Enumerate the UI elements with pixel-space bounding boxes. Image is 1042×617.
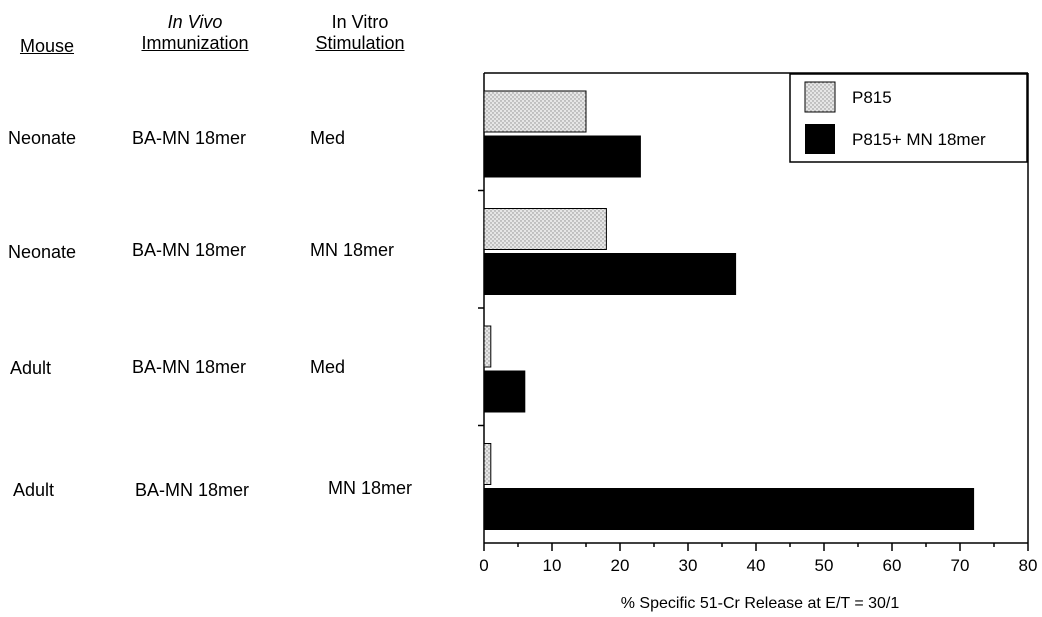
row-stimulation: Med — [310, 128, 346, 148]
x-tick-label: 80 — [1019, 556, 1038, 575]
legend-label-p815-mn: P815+ MN 18mer — [852, 130, 986, 149]
header-mouse-label: Mouse — [19, 36, 75, 56]
legend-swatch-p815 — [804, 81, 836, 113]
row-mouse: Neonate — [8, 242, 77, 262]
bar-p815-mn-18mer — [483, 253, 737, 295]
x-axis-label: % Specific 51-Cr Release at E/T = 30/1 — [621, 595, 900, 612]
bar-p815 — [483, 325, 492, 368]
legend-label-p815: P815 — [852, 88, 892, 107]
row-mouse: Neonate — [8, 128, 77, 148]
row-immunization: BA-MN 18mer — [132, 357, 247, 377]
x-tick-label: 30 — [679, 556, 698, 575]
header-mouse: Mouse — [8, 36, 86, 57]
header-in-vivo-line2: Immunization — [141, 33, 249, 53]
row-immunization: BA-MN 18mer — [132, 240, 247, 260]
row-mouse: Adult — [10, 358, 52, 378]
bar-p815-mn-18mer — [483, 488, 975, 530]
bar-p815-mn-18mer — [483, 370, 526, 413]
header-in-vivo-line1: In Vivo — [167, 12, 223, 32]
header-in-vitro-line2: Stimulation — [315, 33, 405, 53]
x-tick-label: 70 — [951, 556, 970, 575]
bar-p815 — [483, 443, 492, 485]
x-tick-label: 60 — [883, 556, 902, 575]
x-tick-label: 40 — [747, 556, 766, 575]
legend: P815 P815+ MN 18mer — [789, 73, 1028, 163]
row-mouse: Adult — [13, 480, 55, 500]
row-stimulation: MN 18mer — [310, 240, 395, 260]
x-tick-label: 20 — [611, 556, 630, 575]
legend-swatch-p815-mn — [805, 124, 835, 154]
row-immunization: BA-MN 18mer — [132, 128, 247, 148]
bar-p815 — [483, 90, 587, 133]
x-tick-label: 10 — [543, 556, 562, 575]
header-in-vitro: In Vitro Stimulation — [300, 12, 420, 54]
x-tick-label: 50 — [815, 556, 834, 575]
row-stimulation: Med — [310, 357, 346, 377]
bar-p815-mn-18mer — [483, 135, 641, 178]
row-stimulation: MN 18mer — [328, 478, 413, 498]
row-immunization: BA-MN 18mer — [135, 480, 250, 500]
x-tick-label: 0 — [479, 556, 488, 575]
bar-p815 — [483, 208, 607, 250]
header-in-vitro-line1: In Vitro — [331, 12, 389, 32]
header-in-vivo: In Vivo Immunization — [130, 12, 260, 54]
